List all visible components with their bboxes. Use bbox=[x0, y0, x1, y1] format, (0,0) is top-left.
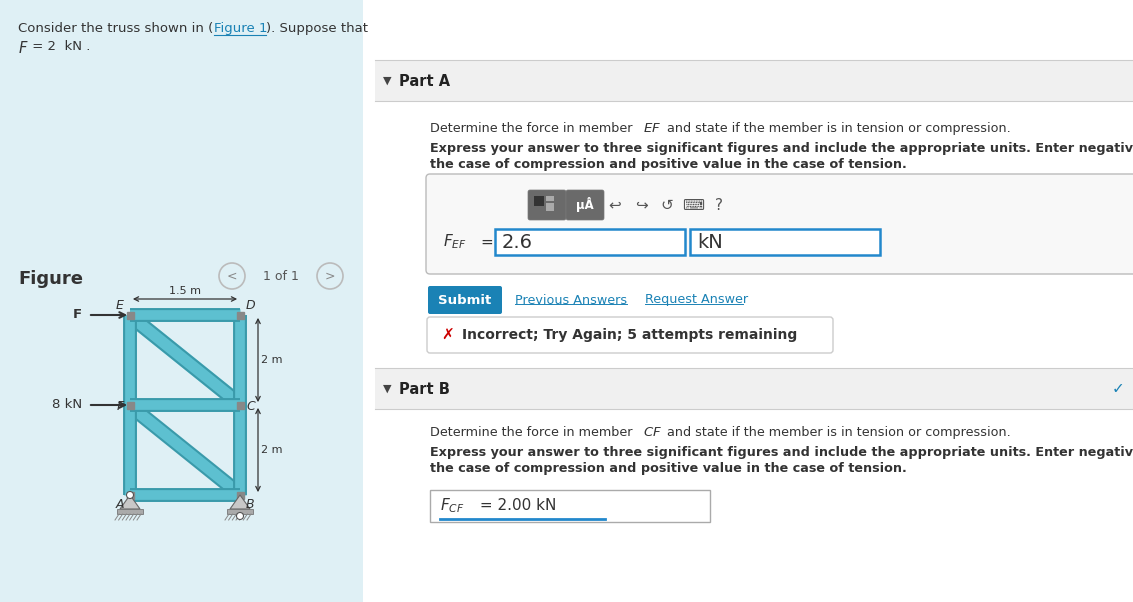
Text: Determine the force in member: Determine the force in member bbox=[431, 122, 637, 135]
Text: Express your answer to three significant figures and include the appropriate uni: Express your answer to three significant… bbox=[431, 142, 1133, 155]
Text: the case of compression and positive value in the case of tension.: the case of compression and positive val… bbox=[431, 158, 906, 171]
Text: $\mathbf{F}$: $\mathbf{F}$ bbox=[73, 308, 82, 321]
Text: ?: ? bbox=[715, 197, 723, 213]
Circle shape bbox=[237, 512, 244, 520]
Text: $D$: $D$ bbox=[245, 299, 256, 312]
Text: Submit: Submit bbox=[438, 294, 492, 306]
Text: 1 of 1: 1 of 1 bbox=[263, 270, 299, 282]
Text: Request Answer: Request Answer bbox=[645, 294, 748, 306]
Bar bbox=[227, 509, 253, 514]
Text: ✗: ✗ bbox=[442, 327, 454, 343]
Text: $B$: $B$ bbox=[245, 498, 255, 511]
Text: the case of compression and positive value in the case of tension.: the case of compression and positive val… bbox=[431, 462, 906, 475]
Text: 2 m: 2 m bbox=[261, 355, 282, 365]
Text: 2 m: 2 m bbox=[261, 445, 282, 455]
Text: ↩: ↩ bbox=[608, 197, 621, 213]
Bar bbox=[127, 402, 134, 409]
Text: and state if the member is in tension or compression.: and state if the member is in tension or… bbox=[663, 122, 1011, 135]
Text: kN: kN bbox=[697, 234, 723, 252]
Text: ⌨: ⌨ bbox=[682, 197, 704, 213]
Text: $F_{EF}$: $F_{EF}$ bbox=[443, 232, 467, 252]
Text: ▼: ▼ bbox=[383, 384, 391, 394]
Text: Determine the force in member: Determine the force in member bbox=[431, 426, 637, 439]
Text: $A$: $A$ bbox=[114, 498, 125, 511]
Text: 2.6: 2.6 bbox=[502, 234, 533, 252]
Polygon shape bbox=[230, 495, 250, 509]
Text: 8 kN: 8 kN bbox=[52, 399, 82, 412]
Bar bbox=[117, 509, 143, 514]
Text: <: < bbox=[227, 270, 237, 282]
Bar bbox=[375, 369, 1133, 409]
FancyBboxPatch shape bbox=[428, 286, 502, 314]
FancyBboxPatch shape bbox=[566, 190, 604, 220]
Text: Express your answer to three significant figures and include the appropriate uni: Express your answer to three significant… bbox=[431, 446, 1133, 459]
Circle shape bbox=[127, 491, 134, 498]
Bar bbox=[127, 312, 134, 319]
Text: Consider the truss shown in (: Consider the truss shown in ( bbox=[18, 22, 213, 35]
Bar bbox=[237, 312, 244, 319]
FancyBboxPatch shape bbox=[431, 490, 710, 522]
Bar bbox=[546, 196, 554, 201]
Text: ▼: ▼ bbox=[383, 76, 391, 86]
Text: ✓: ✓ bbox=[1111, 382, 1124, 397]
Text: $CF$: $CF$ bbox=[644, 426, 662, 439]
Text: ). Suppose that: ). Suppose that bbox=[266, 22, 368, 35]
Text: Part B: Part B bbox=[399, 382, 450, 397]
Text: Previous Answers: Previous Answers bbox=[516, 294, 628, 306]
Text: = 2.00 kN: = 2.00 kN bbox=[475, 498, 556, 514]
Bar bbox=[546, 203, 554, 211]
Text: Figure 1: Figure 1 bbox=[214, 22, 267, 35]
Bar bbox=[495, 229, 685, 255]
Text: $F_{CF}$: $F_{CF}$ bbox=[440, 497, 465, 515]
Bar bbox=[690, 229, 880, 255]
Text: ↪: ↪ bbox=[634, 197, 647, 213]
Text: and state if the member is in tension or compression.: and state if the member is in tension or… bbox=[663, 426, 1011, 439]
Bar bbox=[237, 492, 244, 499]
FancyBboxPatch shape bbox=[427, 317, 833, 353]
Text: = 2  kN .: = 2 kN . bbox=[28, 40, 91, 53]
Bar bbox=[534, 196, 544, 206]
Text: Part A: Part A bbox=[399, 73, 450, 88]
Text: Incorrect; Try Again; 5 attempts remaining: Incorrect; Try Again; 5 attempts remaini… bbox=[462, 328, 798, 342]
Text: $C$: $C$ bbox=[246, 400, 257, 414]
Bar bbox=[375, 61, 1133, 101]
Bar bbox=[237, 402, 244, 409]
Text: =: = bbox=[480, 235, 493, 249]
Bar bbox=[0, 0, 363, 602]
Text: μÅ: μÅ bbox=[577, 197, 594, 213]
Text: $F$: $F$ bbox=[18, 40, 28, 56]
Text: $F$: $F$ bbox=[116, 400, 125, 414]
Text: $E$: $E$ bbox=[116, 299, 125, 312]
FancyBboxPatch shape bbox=[528, 190, 566, 220]
Text: ↺: ↺ bbox=[661, 197, 673, 213]
Text: Figure: Figure bbox=[18, 270, 83, 288]
FancyBboxPatch shape bbox=[426, 174, 1133, 274]
Text: 1.5 m: 1.5 m bbox=[169, 286, 201, 296]
Polygon shape bbox=[120, 495, 140, 509]
Text: >: > bbox=[325, 270, 335, 282]
Text: $EF$: $EF$ bbox=[644, 122, 662, 135]
Bar bbox=[127, 492, 134, 499]
